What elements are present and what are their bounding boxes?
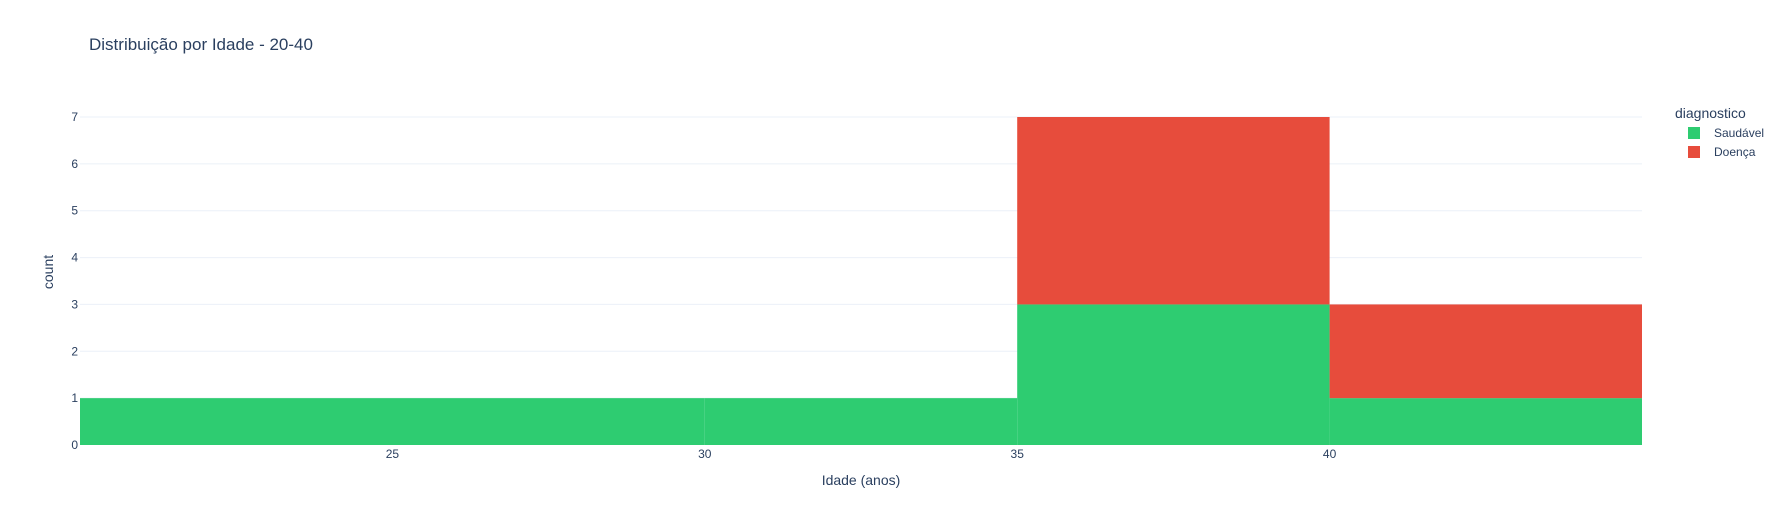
- legend-label: Doença: [1714, 145, 1756, 159]
- y-tick-label: 2: [71, 344, 78, 358]
- y-tick-label: 4: [71, 251, 78, 265]
- x-tick-label: 25: [386, 447, 400, 461]
- chart-title: Distribuição por Idade - 20-40: [89, 35, 313, 54]
- y-tick-label: 6: [71, 157, 78, 171]
- x-axis-ticks: 25 30 35 40: [386, 447, 1337, 461]
- bars: [80, 117, 1642, 445]
- bar: [1017, 117, 1330, 305]
- legend-label: Saudável: [1714, 126, 1764, 140]
- legend-title: diagnostico: [1675, 105, 1746, 121]
- x-axis-title: Idade (anos): [822, 472, 901, 488]
- y-tick-label: 7: [71, 110, 78, 124]
- bar: [1017, 304, 1330, 445]
- x-tick-label: 40: [1323, 447, 1337, 461]
- bar: [704, 398, 1018, 445]
- legend-items: Saudável Doença: [1688, 126, 1764, 159]
- bar: [1329, 398, 1642, 445]
- legend: diagnostico Saudável Doença: [1675, 105, 1764, 159]
- bar: [1329, 304, 1642, 399]
- x-tick-label: 35: [1011, 447, 1025, 461]
- bar: [80, 398, 705, 445]
- legend-swatch: [1688, 127, 1700, 139]
- y-tick-label: 1: [71, 391, 78, 405]
- y-tick-label: 3: [71, 297, 78, 311]
- grid-lines: [80, 116, 1642, 399]
- y-tick-label: 0: [71, 438, 78, 452]
- y-axis-ticks: 0 1 2 3 4 5 6 7: [71, 110, 78, 452]
- x-tick-label: 30: [698, 447, 712, 461]
- legend-swatch: [1688, 146, 1700, 158]
- y-tick-label: 5: [71, 204, 78, 218]
- y-axis-title: count: [40, 255, 56, 289]
